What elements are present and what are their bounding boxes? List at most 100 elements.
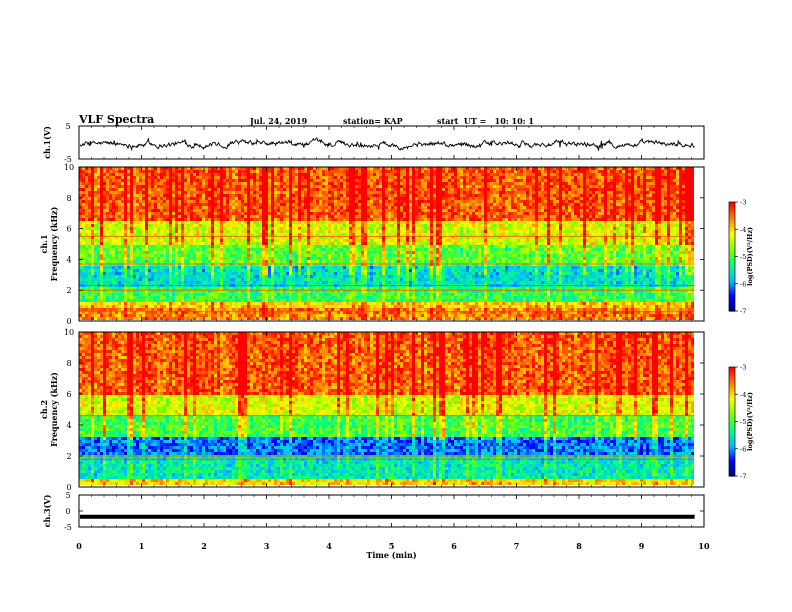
x-tick-label: 8 <box>576 541 582 551</box>
colorbar-cell <box>729 229 735 232</box>
colorbar-cell <box>729 267 735 270</box>
colorbar-cell <box>729 368 735 372</box>
colorbar-cell <box>729 416 735 419</box>
colorbar-cell <box>729 209 735 212</box>
colorbar-cell <box>729 388 735 392</box>
colorbar-cell <box>729 283 735 287</box>
colorbar-cell <box>729 303 735 307</box>
colorbar-cell <box>729 419 735 423</box>
x-axis-label: Time (min) <box>366 550 416 560</box>
colorbar-cell <box>729 212 735 216</box>
x-tick-label: 1 <box>139 541 145 551</box>
colorbar-cell <box>729 307 735 310</box>
colorbar-cell <box>729 376 735 379</box>
ch1-waveform-trace <box>79 137 695 152</box>
ch1-spectrogram-image <box>79 167 694 320</box>
colorbar-cell <box>729 221 735 225</box>
colorbar-cell <box>729 399 735 403</box>
x-tick-label: 6 <box>451 541 457 551</box>
colorbar-cell <box>729 377 735 381</box>
x-tick-label: 9 <box>639 541 645 551</box>
x-tick-label: 0 <box>76 541 82 551</box>
colorbar-cell <box>729 394 735 397</box>
colorbar-cell <box>729 450 735 453</box>
colorbar-cell <box>729 252 735 256</box>
colorbar-cell <box>729 220 735 223</box>
y-tick-label: 0 <box>66 317 71 326</box>
colorbar-cell <box>729 417 735 421</box>
y-tick-label: 10 <box>64 328 74 337</box>
x-tick-label: 3 <box>264 541 270 551</box>
colorbar-cell <box>729 240 735 243</box>
colorbar-cell <box>729 385 735 388</box>
colorbar-cell <box>729 443 735 446</box>
colorbar-cell <box>729 238 735 241</box>
colorbar-cell <box>729 434 735 437</box>
colorbar-cell <box>729 281 735 285</box>
colorbar-cell <box>729 470 735 473</box>
colorbar-cell <box>729 446 735 450</box>
ch1-spectrogram-ylabel-channel: ch.1 <box>39 234 49 253</box>
y-tick-label: 4 <box>66 421 71 430</box>
colorbar-cell <box>729 298 735 301</box>
y-tick-label: -5 <box>64 523 72 532</box>
ch2-spectrogram-ylabel-channel: ch.2 <box>39 400 49 419</box>
colorbar-cell <box>729 425 735 428</box>
colorbar-cell <box>729 401 735 404</box>
colorbar-cell <box>729 251 735 254</box>
colorbar-cell <box>729 474 735 477</box>
start-time-label: start UT = 10: 10: 1 <box>437 116 534 126</box>
colorbar-cell <box>729 285 735 288</box>
colorbar-cell <box>729 392 735 395</box>
ch2-colorbar: -3 -4 -5 -6 -7 log(PSD)(V²/Hz) <box>728 364 754 481</box>
ch1-spectrogram-panel: 0 2 4 6 8 10 ch.1 Frequency (kHz) <box>39 163 705 326</box>
colorbar-cell <box>729 287 735 290</box>
colorbar-cell <box>729 292 735 296</box>
colorbar-cell <box>729 236 735 239</box>
y-tick-label: 4 <box>66 255 71 264</box>
colorbar-cell <box>729 428 735 432</box>
colorbar-cell <box>729 372 735 375</box>
colorbar-cell <box>729 403 735 406</box>
colorbar-cell <box>729 459 735 463</box>
colorbar-cell <box>729 289 735 292</box>
colorbar-cell <box>729 381 735 384</box>
colorbar-cell <box>729 421 735 424</box>
colorbar-tick-label: -6 <box>740 280 746 288</box>
colorbar-tick-label: -3 <box>740 199 746 207</box>
colorbar-cell <box>729 466 735 470</box>
colorbar-tick-label: -3 <box>740 364 746 372</box>
x-tick-label: 2 <box>201 541 207 551</box>
colorbar-cell <box>729 405 735 408</box>
time-axis: 0 1 2 3 4 5 6 7 8 9 10 Time (min) <box>76 541 710 560</box>
ch3-waveform-panel: 5 0 -5 ch.3(V) <box>42 491 705 532</box>
colorbar-cell <box>729 412 735 415</box>
colorbar-tick-label: -6 <box>740 445 746 453</box>
colorbar-cell <box>729 414 735 417</box>
ch1-waveform-panel: 5 -5 ch.1(V) <box>42 122 705 164</box>
colorbar-cell <box>729 203 735 207</box>
colorbar-cell <box>729 256 735 259</box>
colorbar-tick-label: -7 <box>740 473 746 481</box>
y-tick-label: 5 <box>65 491 70 500</box>
colorbar-cell <box>729 309 735 312</box>
colorbar-cell <box>729 374 735 377</box>
colorbar-cell <box>729 439 735 443</box>
colorbar-cell <box>729 291 735 294</box>
colorbar-cell <box>729 276 735 279</box>
colorbar-cell <box>729 294 735 298</box>
colorbar-cell <box>729 465 735 468</box>
colorbar-cell <box>729 367 735 370</box>
colorbar-cell <box>729 254 735 258</box>
colorbar-cell <box>729 260 735 263</box>
y-tick-label: 2 <box>66 286 71 295</box>
y-tick-label: 2 <box>66 452 71 461</box>
colorbar-tick-label: -4 <box>740 226 746 234</box>
colorbar-cell <box>729 452 735 455</box>
colorbar-cell <box>729 305 735 308</box>
colorbar-cell <box>729 269 735 272</box>
colorbar-cell <box>729 232 735 236</box>
colorbar-cell <box>729 247 735 250</box>
x-tick-label: 5 <box>389 541 395 551</box>
colorbar-cell <box>729 225 735 229</box>
